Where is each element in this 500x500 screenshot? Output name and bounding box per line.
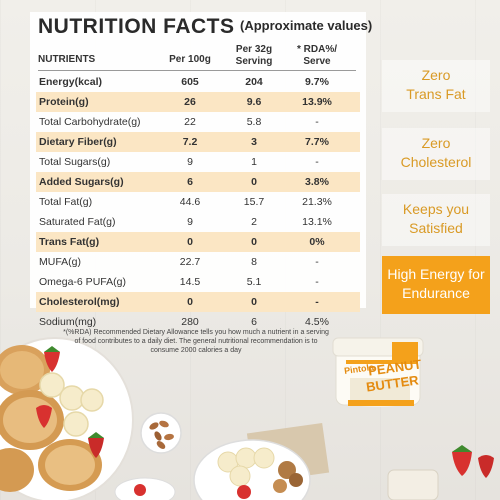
per100g-value: 9 <box>187 156 193 168</box>
per100g-value: 22.7 <box>179 256 201 268</box>
callout-line2: Satisfied <box>409 220 463 236</box>
page-title: NUTRITION FACTS <box>38 15 235 38</box>
rda-value: - <box>315 296 319 308</box>
table-row: Total Carbohydrate(g) 22 5.8 - <box>36 112 360 132</box>
nutrient-name: Saturated Fat(g) <box>39 216 116 228</box>
per100g-value: 26 <box>184 96 196 108</box>
nutrient-name: Omega-6 PUFA(g) <box>39 276 126 288</box>
column-header-rda-line1: * RDA%/ <box>296 44 337 55</box>
table-row: Cholesterol(mg) 0 0 - <box>36 292 360 312</box>
per100g-value: 44.6 <box>179 196 201 208</box>
table-row: Energy(kcal) 605 204 9.7% <box>36 72 360 92</box>
rda-value: 7.7% <box>305 136 329 148</box>
table-row: Dietary Fiber(g) 7.2 3 7.7% <box>36 132 360 152</box>
callout-keeps-satisfied: Keeps you Satisfied <box>382 194 490 246</box>
rda-value: - <box>315 256 319 268</box>
nutrient-name: Total Sugars(g) <box>39 156 111 168</box>
nutrient-name: Trans Fat(g) <box>39 236 100 248</box>
callout-line1: Zero <box>421 67 451 83</box>
per100g-value: 605 <box>181 76 199 88</box>
per100g-value: 0 <box>187 236 193 248</box>
callout-line2: Endurance <box>402 285 470 301</box>
column-header-per32g: Per 32g Serving <box>230 44 278 68</box>
column-header-nutrients: NUTRIENTS <box>38 54 96 65</box>
table-row: Sodium(mg) 280 6 4.5% <box>36 312 360 332</box>
per32g-value: 5.1 <box>246 276 262 288</box>
table-row: Saturated Fat(g) 9 2 13.1% <box>36 212 360 232</box>
nutrition-panel <box>30 12 366 308</box>
rda-value: - <box>315 156 319 168</box>
per32g-value: 9.6 <box>246 96 262 108</box>
callout-line1: Keeps you <box>402 201 470 217</box>
rda-footnote: *(%RDA) Recommended Dietary Allowance te… <box>63 329 329 354</box>
per32g-value: 0 <box>251 176 257 188</box>
rda-value: - <box>315 116 319 128</box>
per32g-value: 2 <box>251 216 257 228</box>
per32g-value: 3 <box>251 136 257 148</box>
rda-value: 0% <box>309 236 325 248</box>
table-row: Total Fat(g) 44.6 15.7 21.3% <box>36 192 360 212</box>
per100g-value: 6 <box>187 176 193 188</box>
nutrient-name: MUFA(g) <box>39 256 81 268</box>
column-header-rda: * RDA%/ Serve <box>288 44 346 68</box>
callout-line1: Zero <box>421 135 451 151</box>
per32g-value: 0 <box>251 296 257 308</box>
nutrient-name: Total Carbohydrate(g) <box>39 116 141 128</box>
per32g-value: 0 <box>251 236 257 248</box>
nutrient-name: Dietary Fiber(g) <box>39 136 117 148</box>
column-header-per100g: Per 100g <box>169 54 211 65</box>
callout-line1: High Energy for <box>387 266 485 282</box>
per100g-value: 7.2 <box>182 136 198 148</box>
callout-zero-trans-fat: Zero Trans Fat <box>382 60 490 112</box>
callout-line2: Trans Fat <box>406 86 466 102</box>
per32g-value: 1 <box>251 156 257 168</box>
approximate-values-note: (Approximate values) <box>240 18 373 33</box>
per32g-value: 5.8 <box>246 116 262 128</box>
per100g-value: 280 <box>181 316 199 328</box>
per32g-value: 6 <box>251 316 257 328</box>
column-header-per32g-line1: Per 32g <box>235 44 273 55</box>
per32g-value: 15.7 <box>243 196 265 208</box>
column-header-per32g-line2: Serving <box>235 56 273 67</box>
per32g-value: 204 <box>245 76 263 88</box>
per100g-value: 14.5 <box>179 276 201 288</box>
table-row: Trans Fat(g) 0 0 0% <box>36 232 360 252</box>
rda-value: 9.7% <box>305 76 329 88</box>
callout-zero-cholesterol: Zero Cholesterol <box>382 128 490 180</box>
per100g-value: 22 <box>184 116 196 128</box>
table-row: Omega-6 PUFA(g) 14.5 5.1 - <box>36 272 360 292</box>
table-row: Added Sugars(g) 6 0 3.8% <box>36 172 360 192</box>
nutrient-name: Cholesterol(mg) <box>39 296 120 308</box>
nutrient-name: Sodium(mg) <box>39 316 97 328</box>
column-header-rda-line2: Serve <box>303 56 331 67</box>
rda-value: 13.9% <box>302 96 332 108</box>
header-divider <box>38 70 356 71</box>
rda-value: 21.3% <box>302 196 332 208</box>
table-row: Protein(g) 26 9.6 13.9% <box>36 92 360 112</box>
nutrient-name: Added Sugars(g) <box>39 176 124 188</box>
callout-high-energy: High Energy for Endurance <box>382 256 490 314</box>
per100g-value: 9 <box>187 216 193 228</box>
rda-value: 4.5% <box>305 316 329 328</box>
nutrient-name: Total Fat(g) <box>39 196 93 208</box>
per100g-value: 0 <box>187 296 193 308</box>
nutrient-name: Energy(kcal) <box>39 76 103 88</box>
callout-line2: Cholesterol <box>400 154 472 170</box>
per32g-value: 8 <box>251 256 257 268</box>
rda-value: 13.1% <box>302 216 332 228</box>
rda-value: 3.8% <box>305 176 329 188</box>
table-row: Total Sugars(g) 9 1 - <box>36 152 360 172</box>
table-row: MUFA(g) 22.7 8 - <box>36 252 360 272</box>
nutrition-table: Energy(kcal) 605 204 9.7% Protein(g) 26 9.6 13.… <box>36 72 360 332</box>
rda-value: - <box>315 276 319 288</box>
nutrient-name: Protein(g) <box>39 96 89 108</box>
